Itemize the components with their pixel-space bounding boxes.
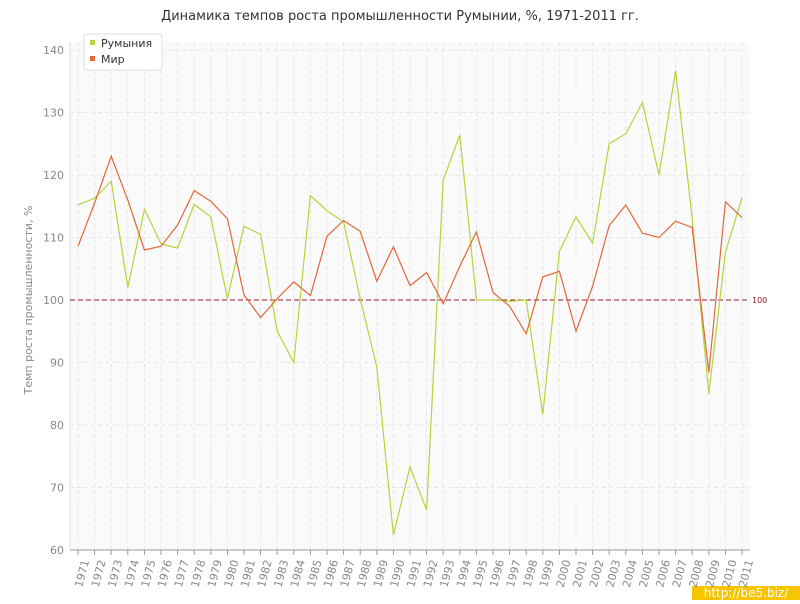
chart-title: Динамика темпов роста промышленности Рум… [161, 9, 639, 24]
y-tick-label: 120 [43, 169, 64, 182]
legend: Румыния Мир [83, 33, 163, 71]
y-tick-label: 130 [43, 107, 64, 120]
y-tick-label: 100 [43, 294, 64, 307]
reference-label: 100 [752, 296, 767, 305]
series-line [77, 154, 743, 373]
legend-swatch [90, 56, 95, 61]
y-tick-label: 80 [50, 419, 64, 432]
legend-label: Румыния [101, 37, 152, 50]
watermark: http://be5.biz/ [704, 586, 789, 600]
legend-swatch [90, 40, 95, 45]
y-axis-label: Темп роста промышленности, % [22, 206, 35, 396]
legend-label: Мир [101, 53, 125, 66]
watermark-bg [692, 586, 800, 600]
y-tick-label: 110 [43, 232, 64, 245]
series-line [77, 70, 743, 536]
y-tick-label: 60 [50, 544, 64, 557]
y-tick-label: 90 [50, 357, 64, 370]
y-tick-label: 140 [43, 44, 64, 57]
legend-box [83, 33, 163, 71]
y-tick-label: 70 [50, 482, 64, 495]
